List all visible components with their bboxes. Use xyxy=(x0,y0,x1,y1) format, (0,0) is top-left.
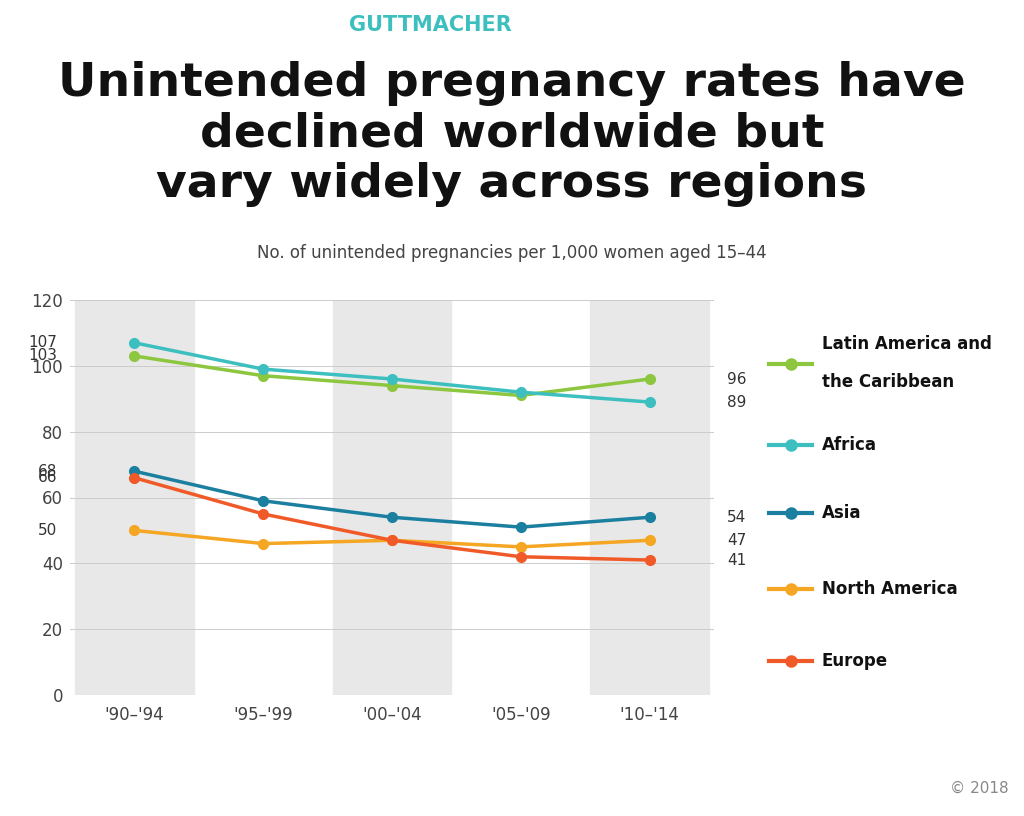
Bar xyxy=(75,300,194,695)
Text: 54: 54 xyxy=(727,510,746,525)
Text: 68: 68 xyxy=(38,463,57,479)
Text: Asia: Asia xyxy=(822,503,861,521)
Text: the Caribbean: the Caribbean xyxy=(822,373,954,391)
Text: 47: 47 xyxy=(727,533,746,548)
Text: Africa: Africa xyxy=(822,436,877,454)
Bar xyxy=(333,300,452,695)
Text: 107: 107 xyxy=(29,335,57,350)
Text: INSTITUTE: INSTITUTE xyxy=(512,15,627,35)
Text: 41: 41 xyxy=(727,552,746,568)
Text: 103: 103 xyxy=(28,348,57,363)
Text: © 2018: © 2018 xyxy=(950,780,1009,796)
Text: North America: North America xyxy=(822,580,957,598)
Text: 96: 96 xyxy=(727,371,746,387)
Text: Europe: Europe xyxy=(822,652,888,670)
Bar xyxy=(591,300,709,695)
Text: 66: 66 xyxy=(38,470,57,486)
Text: No. of unintended pregnancies per 1,000 women aged 15–44: No. of unintended pregnancies per 1,000 … xyxy=(257,244,767,262)
Text: GUTTMACHER: GUTTMACHER xyxy=(349,15,512,35)
Text: 50: 50 xyxy=(38,523,57,538)
Text: Unintended pregnancy rates have
declined worldwide but
vary widely across region: Unintended pregnancy rates have declined… xyxy=(58,61,966,207)
Text: 89: 89 xyxy=(727,395,746,410)
Text: gu.tt/GlobalUnintendedPregnancy: gu.tt/GlobalUnintendedPregnancy xyxy=(18,779,362,797)
Text: Latin America and: Latin America and xyxy=(822,335,991,353)
